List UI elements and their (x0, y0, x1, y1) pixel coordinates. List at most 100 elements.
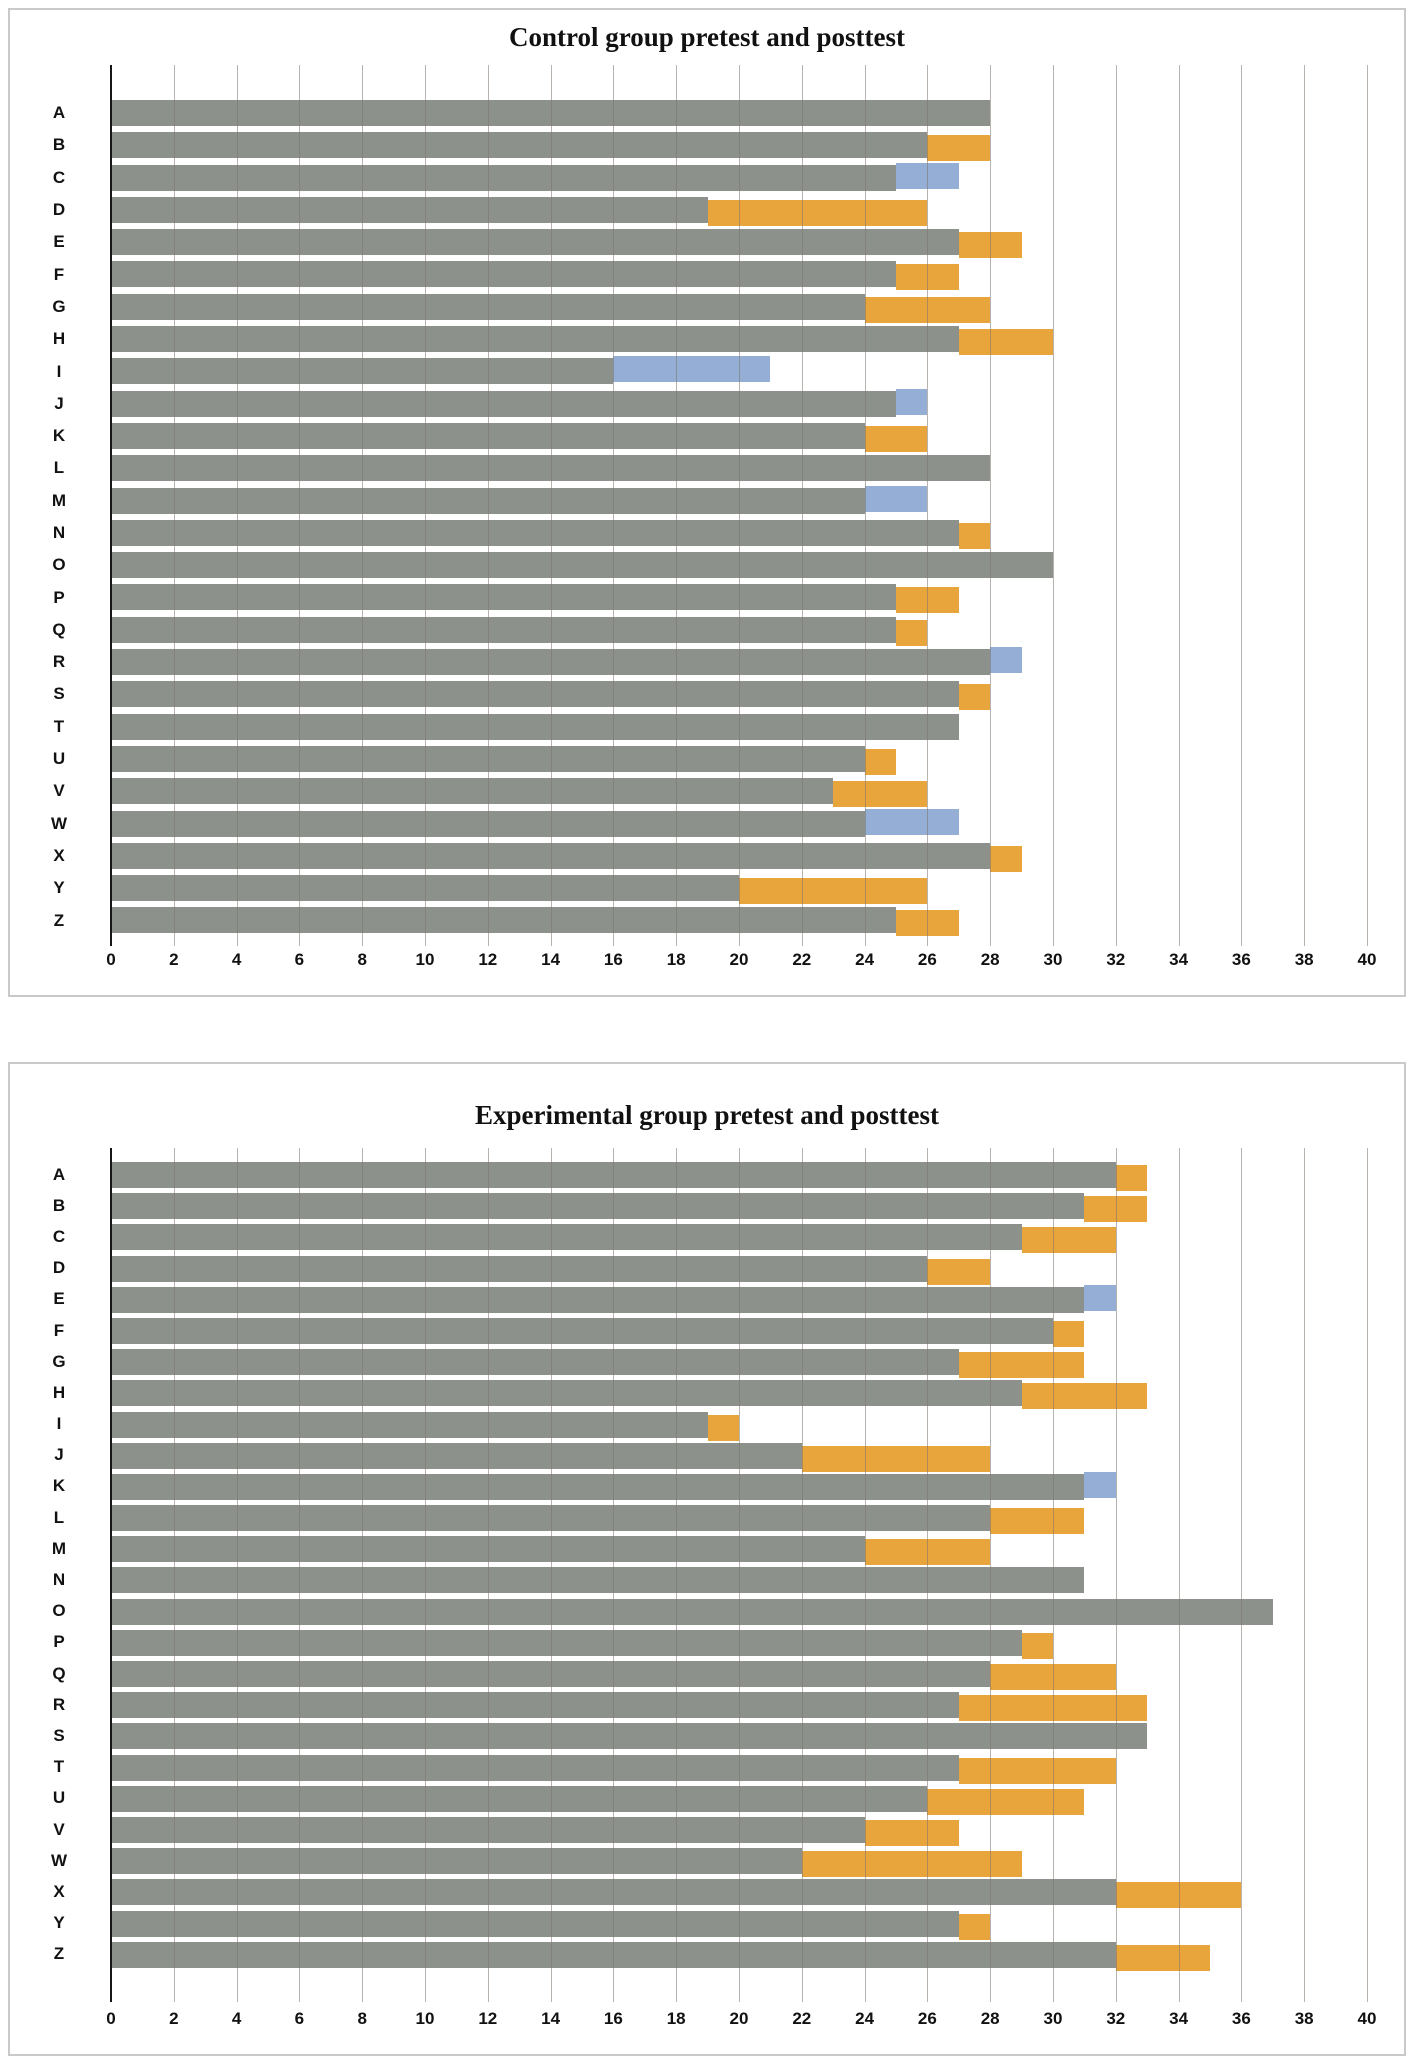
x-tick-label: 18 (666, 2009, 686, 2028)
bar-row-F (111, 258, 1367, 291)
gain-segment (707, 199, 928, 226)
overlap-bar (111, 1941, 1116, 1968)
loss-segment (613, 356, 771, 383)
overlap-bar (111, 1567, 1085, 1594)
gain-segment (707, 1414, 739, 1441)
overlap-bar (111, 713, 959, 740)
category-label: G (52, 296, 66, 316)
gain-segment (801, 1445, 991, 1472)
gain-segment (896, 910, 959, 937)
overlap-bar (111, 100, 991, 126)
category-label: B (52, 1195, 66, 1215)
gridline (1367, 1148, 1368, 2002)
category-label: N (52, 1570, 66, 1590)
x-tick-label: 38 (1294, 2009, 1314, 2028)
x-tick-label: 20 (729, 950, 749, 969)
bar-row-U (111, 1783, 1367, 1815)
overlap-bar (111, 1536, 865, 1563)
x-tick-label: 22 (792, 2009, 812, 2028)
gain-segment (739, 878, 928, 905)
x-tick-label: 26 (917, 2009, 937, 2028)
loss-segment (864, 808, 959, 835)
bar-row-Y (111, 1908, 1367, 1940)
category-label: E (53, 232, 65, 252)
bar-row-T (111, 1752, 1367, 1784)
category-label: E (53, 1289, 65, 1309)
bar-row-N (111, 1564, 1367, 1595)
category-label: M (51, 490, 67, 510)
overlap-bar (111, 616, 896, 643)
overlap-bar (111, 261, 896, 288)
category-label: L (53, 458, 65, 478)
x-tick-label: 24 (855, 2009, 875, 2028)
category-label: H (52, 329, 66, 349)
category-label: J (54, 393, 64, 413)
x-tick-label: 0 (106, 2009, 116, 2028)
x-tick-label: 16 (603, 950, 623, 969)
bar-row-N (111, 517, 1367, 549)
bar-row-O (111, 549, 1367, 581)
x-tick-label: 36 (1231, 2009, 1251, 2028)
category-label: Z (53, 910, 65, 930)
overlap-bar (111, 1255, 928, 1282)
gain-segment (958, 684, 991, 711)
bar-row-R (111, 646, 1367, 678)
x-tick-label: 32 (1106, 2009, 1126, 2028)
category-label: A (52, 103, 66, 123)
bar-row-X (111, 840, 1367, 872)
loss-segment (896, 388, 928, 415)
loss-segment (1084, 1284, 1116, 1311)
bar-row-L (111, 452, 1367, 484)
overlap-bar (111, 1317, 1053, 1344)
bar-row-J (111, 1440, 1367, 1472)
overlap-bar (111, 390, 896, 417)
x-tick-label: 2 (169, 950, 179, 969)
loss-segment (990, 647, 1022, 674)
gain-segment (958, 329, 1053, 356)
x-tick-label: 32 (1106, 950, 1126, 969)
bar-row-J (111, 388, 1367, 420)
overlap-bar (111, 1411, 708, 1438)
bar-row-M (111, 485, 1367, 517)
category-label: C (52, 1226, 66, 1246)
category-label: D (52, 1258, 66, 1278)
x-tick-label: 4 (231, 2009, 242, 2028)
bar-row-W (111, 1845, 1367, 1878)
gain-segment (990, 1664, 1116, 1690)
category-label: Q (52, 1663, 66, 1683)
category-label: W (50, 1850, 68, 1870)
bar-row-L (111, 1502, 1367, 1535)
overlap-bar (111, 1286, 1085, 1313)
category-label: U (52, 1788, 66, 1808)
overlap-bar (111, 164, 896, 191)
chart-title: Control group pretest and posttest (508, 22, 906, 52)
x-tick-label: 6 (294, 2009, 305, 2028)
bar-row-G (111, 291, 1367, 323)
bars-area (111, 97, 1367, 937)
category-label: W (50, 813, 68, 833)
category-label: Y (53, 1913, 65, 1933)
x-tick-label: 12 (478, 2009, 498, 2028)
x-tick-label: 14 (541, 2009, 561, 2028)
bar-row-I (111, 1409, 1367, 1441)
x-tick-label: 26 (917, 950, 937, 969)
x-tick-label: 38 (1294, 950, 1314, 969)
gain-segment (896, 619, 928, 646)
overlap-bar (111, 584, 896, 611)
gridline (1367, 65, 1368, 946)
category-label: I (56, 1414, 62, 1434)
x-tick-label: 8 (357, 2009, 367, 2028)
gain-segment (833, 781, 928, 808)
bar-row-V (111, 1814, 1367, 1846)
x-tick-label: 10 (415, 950, 435, 969)
category-label: L (53, 1507, 65, 1527)
bar-row-S (111, 1720, 1367, 1751)
x-tick-label: 40 (1357, 950, 1377, 969)
overlap-bar (111, 875, 739, 902)
gain-segment (958, 1695, 1148, 1722)
gain-segment (864, 748, 896, 775)
overlap-bar (111, 455, 991, 482)
bars-area (111, 1159, 1367, 1971)
